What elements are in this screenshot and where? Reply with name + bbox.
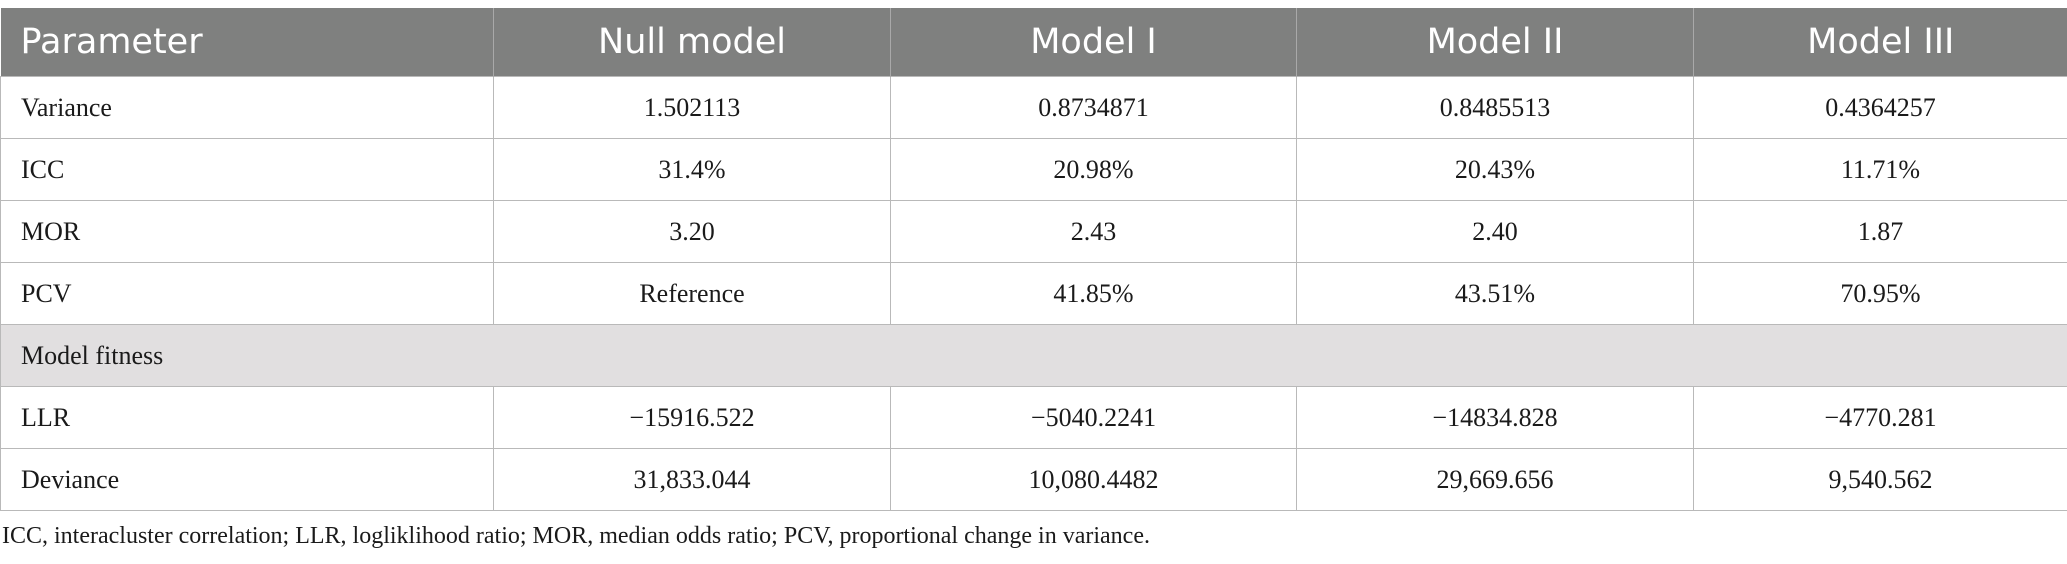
table-cell: 11.71% — [1693, 138, 2067, 201]
header-parameter: Parameter — [0, 8, 494, 77]
model-results-table: Parameter Null model Model I Model II Mo… — [0, 8, 2067, 511]
table-cell: −15916.522 — [493, 386, 891, 449]
row-label: ICC — [0, 138, 494, 201]
table-cell: 0.8734871 — [890, 76, 1297, 139]
section-label: Model fitness — [0, 324, 2067, 387]
table-cell: 29,669.656 — [1296, 448, 1694, 511]
table-cell: 10,080.4482 — [890, 448, 1297, 511]
section-row-model-fitness: Model fitness — [0, 324, 2067, 387]
table-row-llr: LLR −15916.522 −5040.2241 −14834.828 −47… — [0, 386, 2067, 449]
row-label: LLR — [0, 386, 494, 449]
table-cell: 1.502113 — [493, 76, 891, 139]
table-header-row: Parameter Null model Model I Model II Mo… — [0, 8, 2067, 77]
table-cell: 31,833.044 — [493, 448, 891, 511]
table-cell: 41.85% — [890, 262, 1297, 325]
table-cell: 20.98% — [890, 138, 1297, 201]
table-cell: 31.4% — [493, 138, 891, 201]
table-row-pcv: PCV Reference 41.85% 43.51% 70.95% — [0, 262, 2067, 325]
row-label: Variance — [0, 76, 494, 139]
header-model-ii: Model II — [1296, 8, 1694, 77]
table-cell: 3.20 — [493, 200, 891, 263]
row-label: Deviance — [0, 448, 494, 511]
table-cell: 43.51% — [1296, 262, 1694, 325]
row-label: PCV — [0, 262, 494, 325]
table-cell: −4770.281 — [1693, 386, 2067, 449]
table-cell: 2.40 — [1296, 200, 1694, 263]
table-cell: 0.4364257 — [1693, 76, 2067, 139]
table-cell: 0.8485513 — [1296, 76, 1694, 139]
table-cell: 1.87 — [1693, 200, 2067, 263]
table-row-icc: ICC 31.4% 20.98% 20.43% 11.71% — [0, 138, 2067, 201]
table-cell: Reference — [493, 262, 891, 325]
table-row-variance: Variance 1.502113 0.8734871 0.8485513 0.… — [0, 76, 2067, 139]
table-cell: 20.43% — [1296, 138, 1694, 201]
table-cell: −5040.2241 — [890, 386, 1297, 449]
table-cell: 2.43 — [890, 200, 1297, 263]
header-null-model: Null model — [493, 8, 891, 77]
table-cell: 9,540.562 — [1693, 448, 2067, 511]
table-cell: −14834.828 — [1296, 386, 1694, 449]
table-row-mor: MOR 3.20 2.43 2.40 1.87 — [0, 200, 2067, 263]
row-label: MOR — [0, 200, 494, 263]
table-row-deviance: Deviance 31,833.044 10,080.4482 29,669.6… — [0, 448, 2067, 511]
table-cell: 70.95% — [1693, 262, 2067, 325]
header-model-iii: Model III — [1693, 8, 2067, 77]
table-footnote: ICC, interacluster correlation; LLR, log… — [2, 523, 1150, 549]
header-model-i: Model I — [890, 8, 1297, 77]
results-table-container: Parameter Null model Model I Model II Mo… — [0, 8, 2067, 511]
